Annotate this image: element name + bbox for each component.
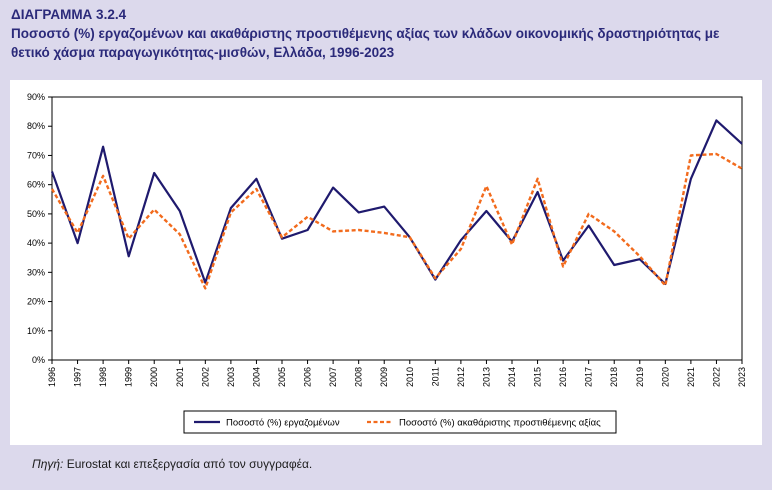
x-tick-label: 2023: [737, 367, 747, 387]
source-note: Πηγή: Eurostat και επεξεργασία από τον σ…: [32, 457, 312, 471]
x-tick-label: 1996: [47, 367, 57, 387]
legend-label: Ποσοστό (%) εργαζομένων: [226, 418, 340, 429]
x-tick-label: 2019: [635, 367, 645, 387]
legend-box: [183, 410, 617, 434]
y-axis: 0% 10% 20% 30% 40% 50% 60% 70% 80% 90%: [27, 92, 743, 365]
x-tick-label: 2009: [379, 367, 389, 387]
x-tick-label: 2011: [430, 367, 440, 386]
y-tick-label: 10%: [27, 326, 45, 336]
x-tick-label: 2002: [200, 367, 210, 387]
x-axis: 1996 1997 1998 1999 2000 2001 2002 2003 2004 2005…: [47, 360, 747, 387]
legend-item-gva: Ποσοστό (%) ακαθάριστης προστιθέμενης αξ…: [367, 418, 601, 429]
y-tick-label: 40%: [27, 238, 45, 248]
figure-title: Ποσοστό (%) εργαζομένων και ακαθάριστης …: [11, 26, 720, 60]
x-tick-label: 2013: [481, 367, 491, 387]
x-tick-label: 2018: [609, 367, 619, 387]
legend: Ποσοστό (%) εργαζομένων Ποσοστό (%) ακαθά…: [183, 410, 617, 434]
x-tick-label: 2003: [226, 367, 236, 387]
x-tick-label: 2016: [558, 367, 568, 387]
line-chart: 0%10%20%30%40%50%60%70%80%90% 1996 1997 19…: [27, 92, 747, 434]
y-tick-label: 30%: [27, 267, 45, 277]
x-tick-label: 1999: [124, 367, 134, 387]
x-tick-label: 1998: [98, 367, 108, 387]
y-tick-label: 50%: [27, 209, 45, 219]
x-tick-label: 2006: [303, 367, 313, 387]
legend-item-employment: Ποσοστό (%) εργαζομένων: [194, 418, 340, 429]
x-tick-label: 2014: [507, 367, 517, 387]
x-tick-label: 2008: [354, 367, 364, 387]
x-tick-label: 2005: [277, 367, 287, 387]
x-tick-label: 1997: [73, 367, 83, 387]
y-tick-label: 0%: [32, 355, 45, 365]
y-tick-label: 60%: [27, 180, 45, 190]
y-tick-label: 70%: [27, 150, 45, 160]
x-tick-label: 2000: [149, 367, 159, 387]
x-tick-label: 2020: [660, 367, 670, 387]
x-tick-label: 2012: [456, 367, 466, 387]
title-block: ΔΙΑΓΡΑΜΜΑ 3.2.4 Ποσοστό (%) εργαζομένων …: [11, 6, 761, 62]
x-tick-label: 2001: [175, 367, 185, 387]
y-tick-label: 90%: [27, 92, 45, 102]
x-tick-label: 2004: [251, 367, 261, 387]
series-line-employment: [50, 119, 743, 286]
figure-label: ΔΙΑΓΡΑΜΜΑ 3.2.4: [11, 7, 127, 22]
plot-area-border: [51, 96, 743, 361]
y-tick-label: 20%: [27, 297, 45, 307]
legend-label: Ποσοστό (%) ακαθάριστης προστιθέμενης αξ…: [399, 418, 601, 429]
source-label: Πηγή:: [32, 457, 64, 471]
x-tick-label: 2015: [533, 367, 543, 387]
x-tick-label: 2021: [686, 367, 696, 387]
x-tick-label: 2007: [328, 367, 338, 387]
x-tick-label: 2022: [711, 367, 721, 387]
x-tick-label: 2010: [405, 367, 415, 387]
source-text: Eurostat και επεξεργασία από τον συγγραφ…: [63, 457, 313, 471]
series-line-gva: [50, 152, 743, 290]
series-layer: [50, 119, 743, 290]
x-tick-label: 2017: [584, 367, 594, 387]
y-tick-label: 80%: [27, 121, 45, 131]
chart-panel: 0% 10% 20% 30% 40% 50% 60% 70% 80% 90% 1996 1997 19…: [10, 80, 762, 445]
